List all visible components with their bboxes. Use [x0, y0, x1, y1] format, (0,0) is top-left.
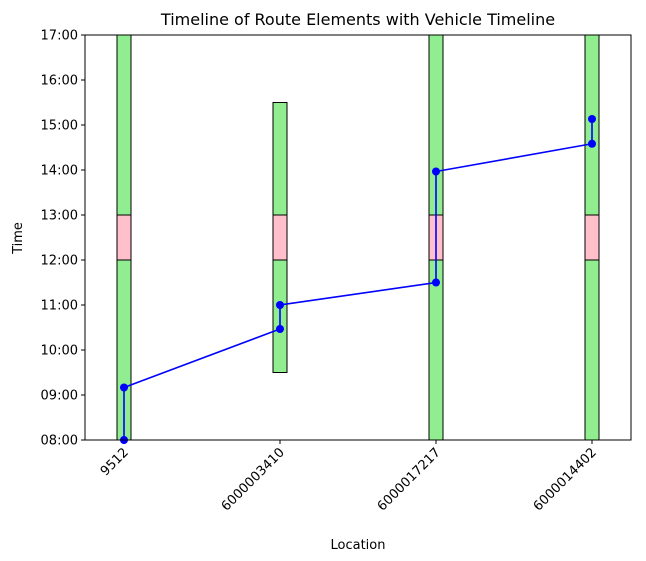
x-tick-label: 6000014402 [531, 445, 600, 514]
vehicle-point [588, 139, 596, 148]
x-tick-label: 9512 [98, 445, 132, 479]
vehicle-line [123, 119, 593, 440]
break-bar [584, 214, 600, 261]
vehicle-point [120, 383, 128, 392]
y-axis-label: Time [11, 222, 26, 255]
x-tick-label: 6000017217 [375, 445, 444, 514]
x-axis: 9512 6000003410 6000017217 6000014402 [98, 440, 600, 514]
vehicle-point [432, 167, 440, 176]
vehicle-point [276, 301, 284, 309]
time-windows [116, 34, 600, 441]
y-tick-label: 12:00 [41, 254, 78, 269]
y-tick-label: 17:00 [41, 29, 78, 44]
vehicle-point [432, 278, 440, 287]
vehicle-point [276, 325, 284, 333]
y-tick-label: 10:00 [41, 344, 78, 359]
y-tick-label: 13:00 [41, 209, 78, 224]
x-tick-label: 6000003410 [219, 445, 288, 514]
vehicle-point [588, 115, 596, 123]
y-tick-label: 16:00 [41, 74, 78, 89]
plot-frame [84, 34, 632, 441]
y-tick-label: 14:00 [41, 164, 78, 179]
break-bar [272, 214, 288, 261]
y-axis: 08:00 09:00 10:00 11:00 12:00 13:00 14:00 15:00… [41, 29, 85, 449]
break-bar [116, 214, 132, 261]
y-tick-label: 08:00 [41, 434, 78, 449]
vehicle-timeline [120, 115, 596, 444]
y-tick-label: 09:00 [41, 389, 78, 404]
y-tick-label: 15:00 [41, 119, 78, 134]
y-tick-label: 11:00 [41, 299, 78, 314]
chart-title: Timeline of Route Elements with Vehicle … [160, 10, 555, 29]
breaks [116, 214, 600, 261]
x-axis-label: Location [331, 538, 386, 553]
